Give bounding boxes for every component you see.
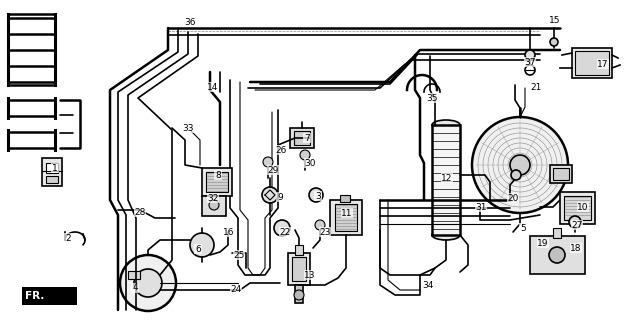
- Text: 31: 31: [475, 203, 487, 212]
- Circle shape: [209, 200, 219, 210]
- Circle shape: [274, 220, 290, 236]
- Circle shape: [294, 290, 304, 300]
- Circle shape: [120, 255, 176, 311]
- Circle shape: [510, 155, 530, 175]
- Bar: [128, 271, 140, 279]
- Text: 30: 30: [305, 158, 316, 167]
- Text: 32: 32: [207, 194, 218, 203]
- Bar: [295, 285, 303, 303]
- Bar: [295, 245, 303, 255]
- Text: 33: 33: [182, 124, 193, 132]
- Bar: [202, 196, 226, 216]
- Circle shape: [315, 220, 325, 230]
- Bar: [340, 195, 350, 202]
- Ellipse shape: [538, 247, 576, 263]
- Text: 17: 17: [597, 60, 609, 68]
- Text: 13: 13: [305, 270, 316, 279]
- Text: 19: 19: [537, 238, 548, 247]
- Bar: [290, 128, 314, 148]
- Text: 3: 3: [315, 191, 321, 201]
- Bar: [550, 165, 572, 183]
- Bar: [288, 253, 310, 285]
- Text: 4: 4: [132, 284, 138, 292]
- Bar: [294, 131, 310, 145]
- Text: 28: 28: [134, 207, 145, 217]
- Bar: [575, 51, 609, 75]
- Circle shape: [190, 233, 214, 257]
- Text: 16: 16: [223, 228, 235, 236]
- Text: 18: 18: [570, 244, 582, 252]
- Text: 14: 14: [207, 83, 218, 92]
- Bar: [46, 163, 58, 173]
- Text: 9: 9: [277, 193, 283, 202]
- Bar: [330, 200, 362, 235]
- Bar: [564, 196, 591, 220]
- Circle shape: [550, 38, 558, 46]
- Bar: [202, 168, 232, 196]
- Bar: [292, 257, 306, 281]
- Bar: [432, 125, 460, 235]
- Text: 24: 24: [230, 285, 241, 294]
- Circle shape: [263, 157, 273, 167]
- Text: 20: 20: [507, 194, 519, 203]
- Circle shape: [472, 117, 568, 213]
- Text: FR.: FR.: [25, 291, 44, 301]
- Text: 29: 29: [267, 165, 279, 174]
- Circle shape: [262, 187, 278, 203]
- Bar: [206, 172, 228, 192]
- Bar: [46, 176, 58, 183]
- Text: 27: 27: [572, 220, 583, 229]
- Text: 7: 7: [304, 133, 310, 142]
- Text: 23: 23: [319, 228, 331, 236]
- Text: 5: 5: [520, 223, 526, 233]
- Bar: [22, 287, 77, 305]
- Circle shape: [525, 50, 535, 60]
- Text: 1: 1: [52, 164, 58, 172]
- Text: 15: 15: [549, 15, 561, 25]
- Circle shape: [549, 247, 565, 263]
- Circle shape: [569, 216, 581, 228]
- Bar: [530, 236, 585, 274]
- Bar: [42, 158, 62, 186]
- Text: 34: 34: [422, 281, 434, 290]
- Text: 36: 36: [184, 18, 196, 27]
- Circle shape: [309, 188, 323, 202]
- Text: 2: 2: [65, 234, 71, 243]
- Text: 12: 12: [441, 173, 452, 182]
- Text: 6: 6: [195, 244, 201, 253]
- Text: 35: 35: [426, 93, 438, 102]
- Text: 11: 11: [341, 209, 353, 218]
- Circle shape: [134, 269, 162, 297]
- Text: 21: 21: [530, 83, 542, 92]
- Bar: [553, 228, 561, 238]
- Bar: [560, 192, 595, 224]
- Text: 37: 37: [524, 58, 536, 67]
- Bar: [572, 48, 612, 78]
- Text: 8: 8: [215, 171, 221, 180]
- Ellipse shape: [432, 230, 460, 240]
- Circle shape: [300, 150, 310, 160]
- Text: 26: 26: [275, 146, 286, 155]
- Bar: [335, 204, 357, 231]
- Bar: [553, 168, 569, 180]
- Text: 10: 10: [577, 203, 589, 212]
- Ellipse shape: [432, 120, 460, 130]
- Text: 25: 25: [233, 251, 245, 260]
- Circle shape: [511, 170, 521, 180]
- Text: 22: 22: [280, 228, 291, 236]
